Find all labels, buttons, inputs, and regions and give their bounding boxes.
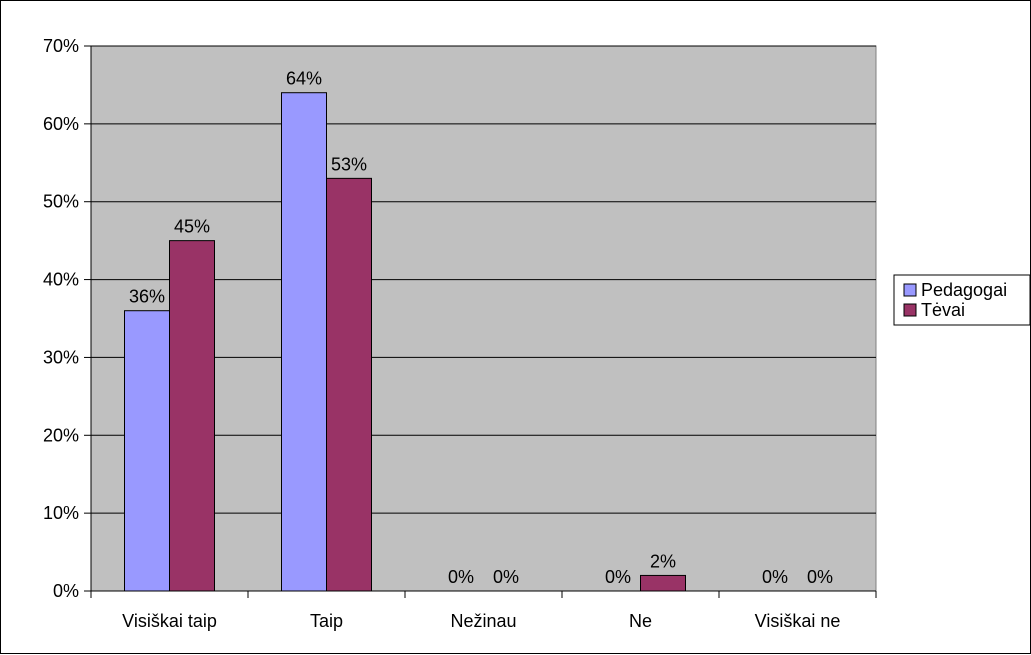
data-label: 0%: [448, 567, 474, 587]
bar-tėvai-3: [640, 574, 686, 592]
legend: [893, 274, 1031, 326]
data-label: 0%: [493, 567, 519, 587]
category-label: Taip: [310, 611, 343, 631]
y-tick-label: 30%: [43, 347, 79, 367]
y-tick-label: 10%: [43, 503, 79, 523]
y-tick-label: 50%: [43, 192, 79, 212]
bar-tėvai-1: [326, 177, 372, 592]
y-tick-label: 40%: [43, 270, 79, 290]
data-label: 0%: [807, 567, 833, 587]
y-tick-label: 0%: [53, 581, 79, 601]
data-label: 45%: [174, 217, 210, 237]
category-label: Ne: [629, 611, 652, 631]
category-label: Visiškai taip: [122, 611, 217, 631]
y-tick-label: 70%: [43, 36, 79, 56]
category-label: Visiškai ne: [755, 611, 841, 631]
data-label: 0%: [605, 567, 631, 587]
bar-pedagogai-0: [124, 310, 170, 592]
y-tick-label: 20%: [43, 425, 79, 445]
legend-label: Pedagogai: [921, 280, 1007, 300]
legend-label: Tėvai: [921, 300, 965, 320]
legend-swatch-tėvai: [903, 303, 917, 317]
data-label: 53%: [331, 154, 367, 174]
category-label: Nežinau: [450, 611, 516, 631]
legend-swatch-pedagogai: [903, 283, 917, 297]
data-label: 2%: [650, 551, 676, 571]
data-label: 36%: [129, 287, 165, 307]
data-label: 0%: [762, 567, 788, 587]
data-label: 64%: [286, 69, 322, 89]
bar-tėvai-0: [169, 240, 215, 592]
bar-pedagogai-1: [281, 92, 327, 592]
plot-area: [90, 45, 877, 592]
y-tick-label: 60%: [43, 114, 79, 134]
